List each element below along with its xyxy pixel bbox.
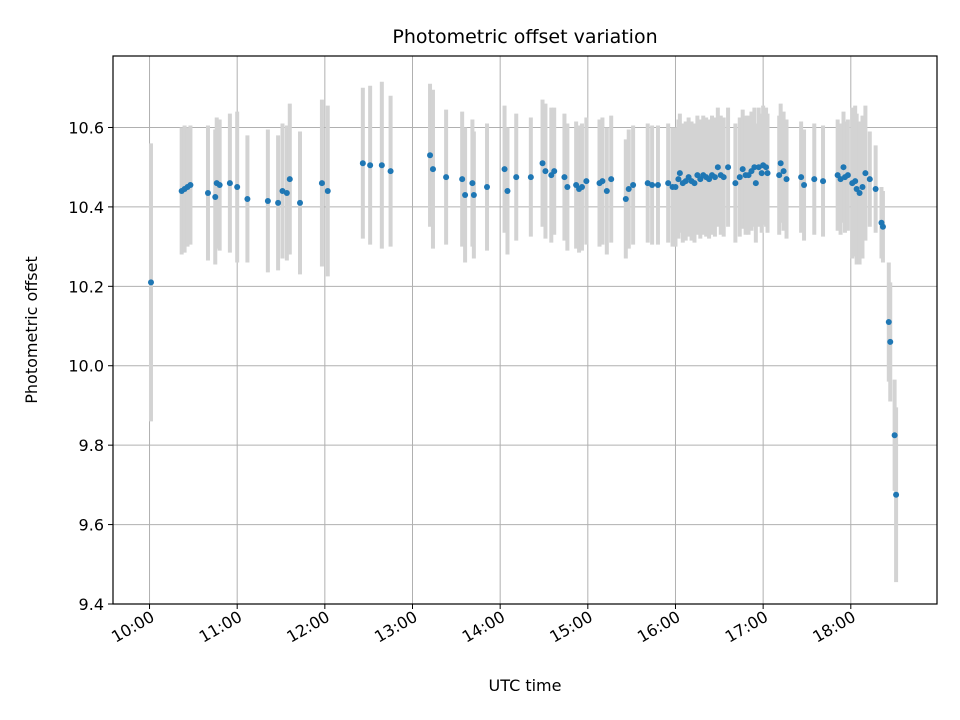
data-point (578, 184, 585, 191)
data-point (504, 188, 511, 195)
data-point (469, 180, 476, 187)
data-point (187, 182, 194, 189)
data-point (608, 176, 615, 183)
data-point (739, 166, 746, 173)
data-point (691, 180, 698, 187)
data-point (484, 184, 491, 191)
data-point (711, 174, 718, 181)
data-point (462, 191, 469, 198)
y-axis-label: Photometric offset (22, 256, 41, 404)
data-point (732, 180, 739, 187)
data-point (527, 174, 534, 181)
data-point (470, 191, 477, 198)
y-tick-label: 10.4 (68, 198, 104, 217)
data-point (443, 174, 450, 181)
data-point (212, 193, 219, 200)
x-axis-label: UTC time (489, 676, 562, 695)
data-point (649, 182, 656, 189)
data-point (216, 182, 223, 189)
data-point (856, 190, 863, 196)
y-tick-label: 10.0 (68, 357, 104, 376)
data-point (675, 176, 682, 183)
data-point (297, 199, 304, 206)
data-point (811, 176, 818, 183)
data-point (599, 178, 606, 185)
data-point (286, 176, 293, 183)
data-point (513, 174, 520, 181)
data-point (798, 174, 805, 181)
data-point (234, 184, 241, 191)
y-tick-label: 10.2 (68, 277, 104, 296)
data-point (736, 174, 743, 181)
data-point (872, 186, 879, 193)
data-point (564, 184, 571, 191)
data-point (866, 176, 873, 183)
data-point (378, 162, 385, 169)
data-point (776, 172, 783, 179)
data-point (780, 168, 787, 175)
plot-frame (112, 55, 938, 605)
data-point (893, 491, 900, 498)
data-point (820, 178, 827, 185)
data-point (561, 174, 568, 181)
data-point (879, 223, 886, 230)
data-point (427, 152, 434, 159)
data-point (204, 190, 211, 196)
data-point (676, 170, 683, 177)
data-point (630, 182, 637, 189)
data-point (887, 338, 894, 345)
data-point (147, 279, 154, 286)
data-point (367, 162, 374, 169)
data-point (885, 319, 892, 326)
data-point (777, 160, 784, 167)
data-point (324, 188, 331, 195)
data-point (844, 172, 851, 179)
data-point (359, 160, 366, 167)
data-point (801, 182, 808, 189)
data-point (783, 176, 790, 183)
data-point (603, 188, 610, 195)
data-point (429, 166, 436, 173)
y-tick-label: 9.4 (79, 595, 104, 614)
data-point (714, 164, 721, 171)
data-point (859, 184, 866, 191)
data-point (654, 182, 661, 189)
data-point (758, 170, 765, 177)
data-point (891, 432, 898, 439)
data-point (763, 164, 770, 171)
data-point (622, 195, 629, 202)
data-point (764, 170, 771, 177)
data-point (459, 176, 466, 183)
data-point (275, 199, 282, 206)
data-point (387, 168, 394, 175)
data-point (583, 178, 590, 185)
data-point (720, 174, 727, 181)
data-point (725, 164, 732, 171)
y-axis: 9.4 9.6 9.8 10.0 10.2 10.4 10.6 (68, 118, 113, 614)
y-tick-label: 9.6 (79, 516, 104, 535)
data-point (665, 180, 672, 187)
data-point (542, 168, 549, 175)
data-point (625, 186, 632, 193)
data-point (244, 195, 251, 202)
data-point (551, 168, 558, 175)
data-point (264, 197, 271, 204)
data-point (840, 164, 847, 171)
chart-title: Photometric offset variation (392, 26, 657, 48)
data-points (147, 152, 900, 498)
data-point (862, 170, 869, 177)
data-point (318, 180, 325, 187)
data-point (501, 166, 508, 173)
data-point (539, 160, 546, 167)
y-tick-label: 10.6 (68, 118, 104, 137)
y-tick-label: 9.8 (79, 436, 104, 455)
data-point (752, 180, 759, 187)
data-point (751, 164, 758, 171)
data-point (672, 184, 679, 191)
data-point (226, 180, 233, 187)
data-point (852, 178, 859, 185)
data-point (283, 190, 290, 196)
